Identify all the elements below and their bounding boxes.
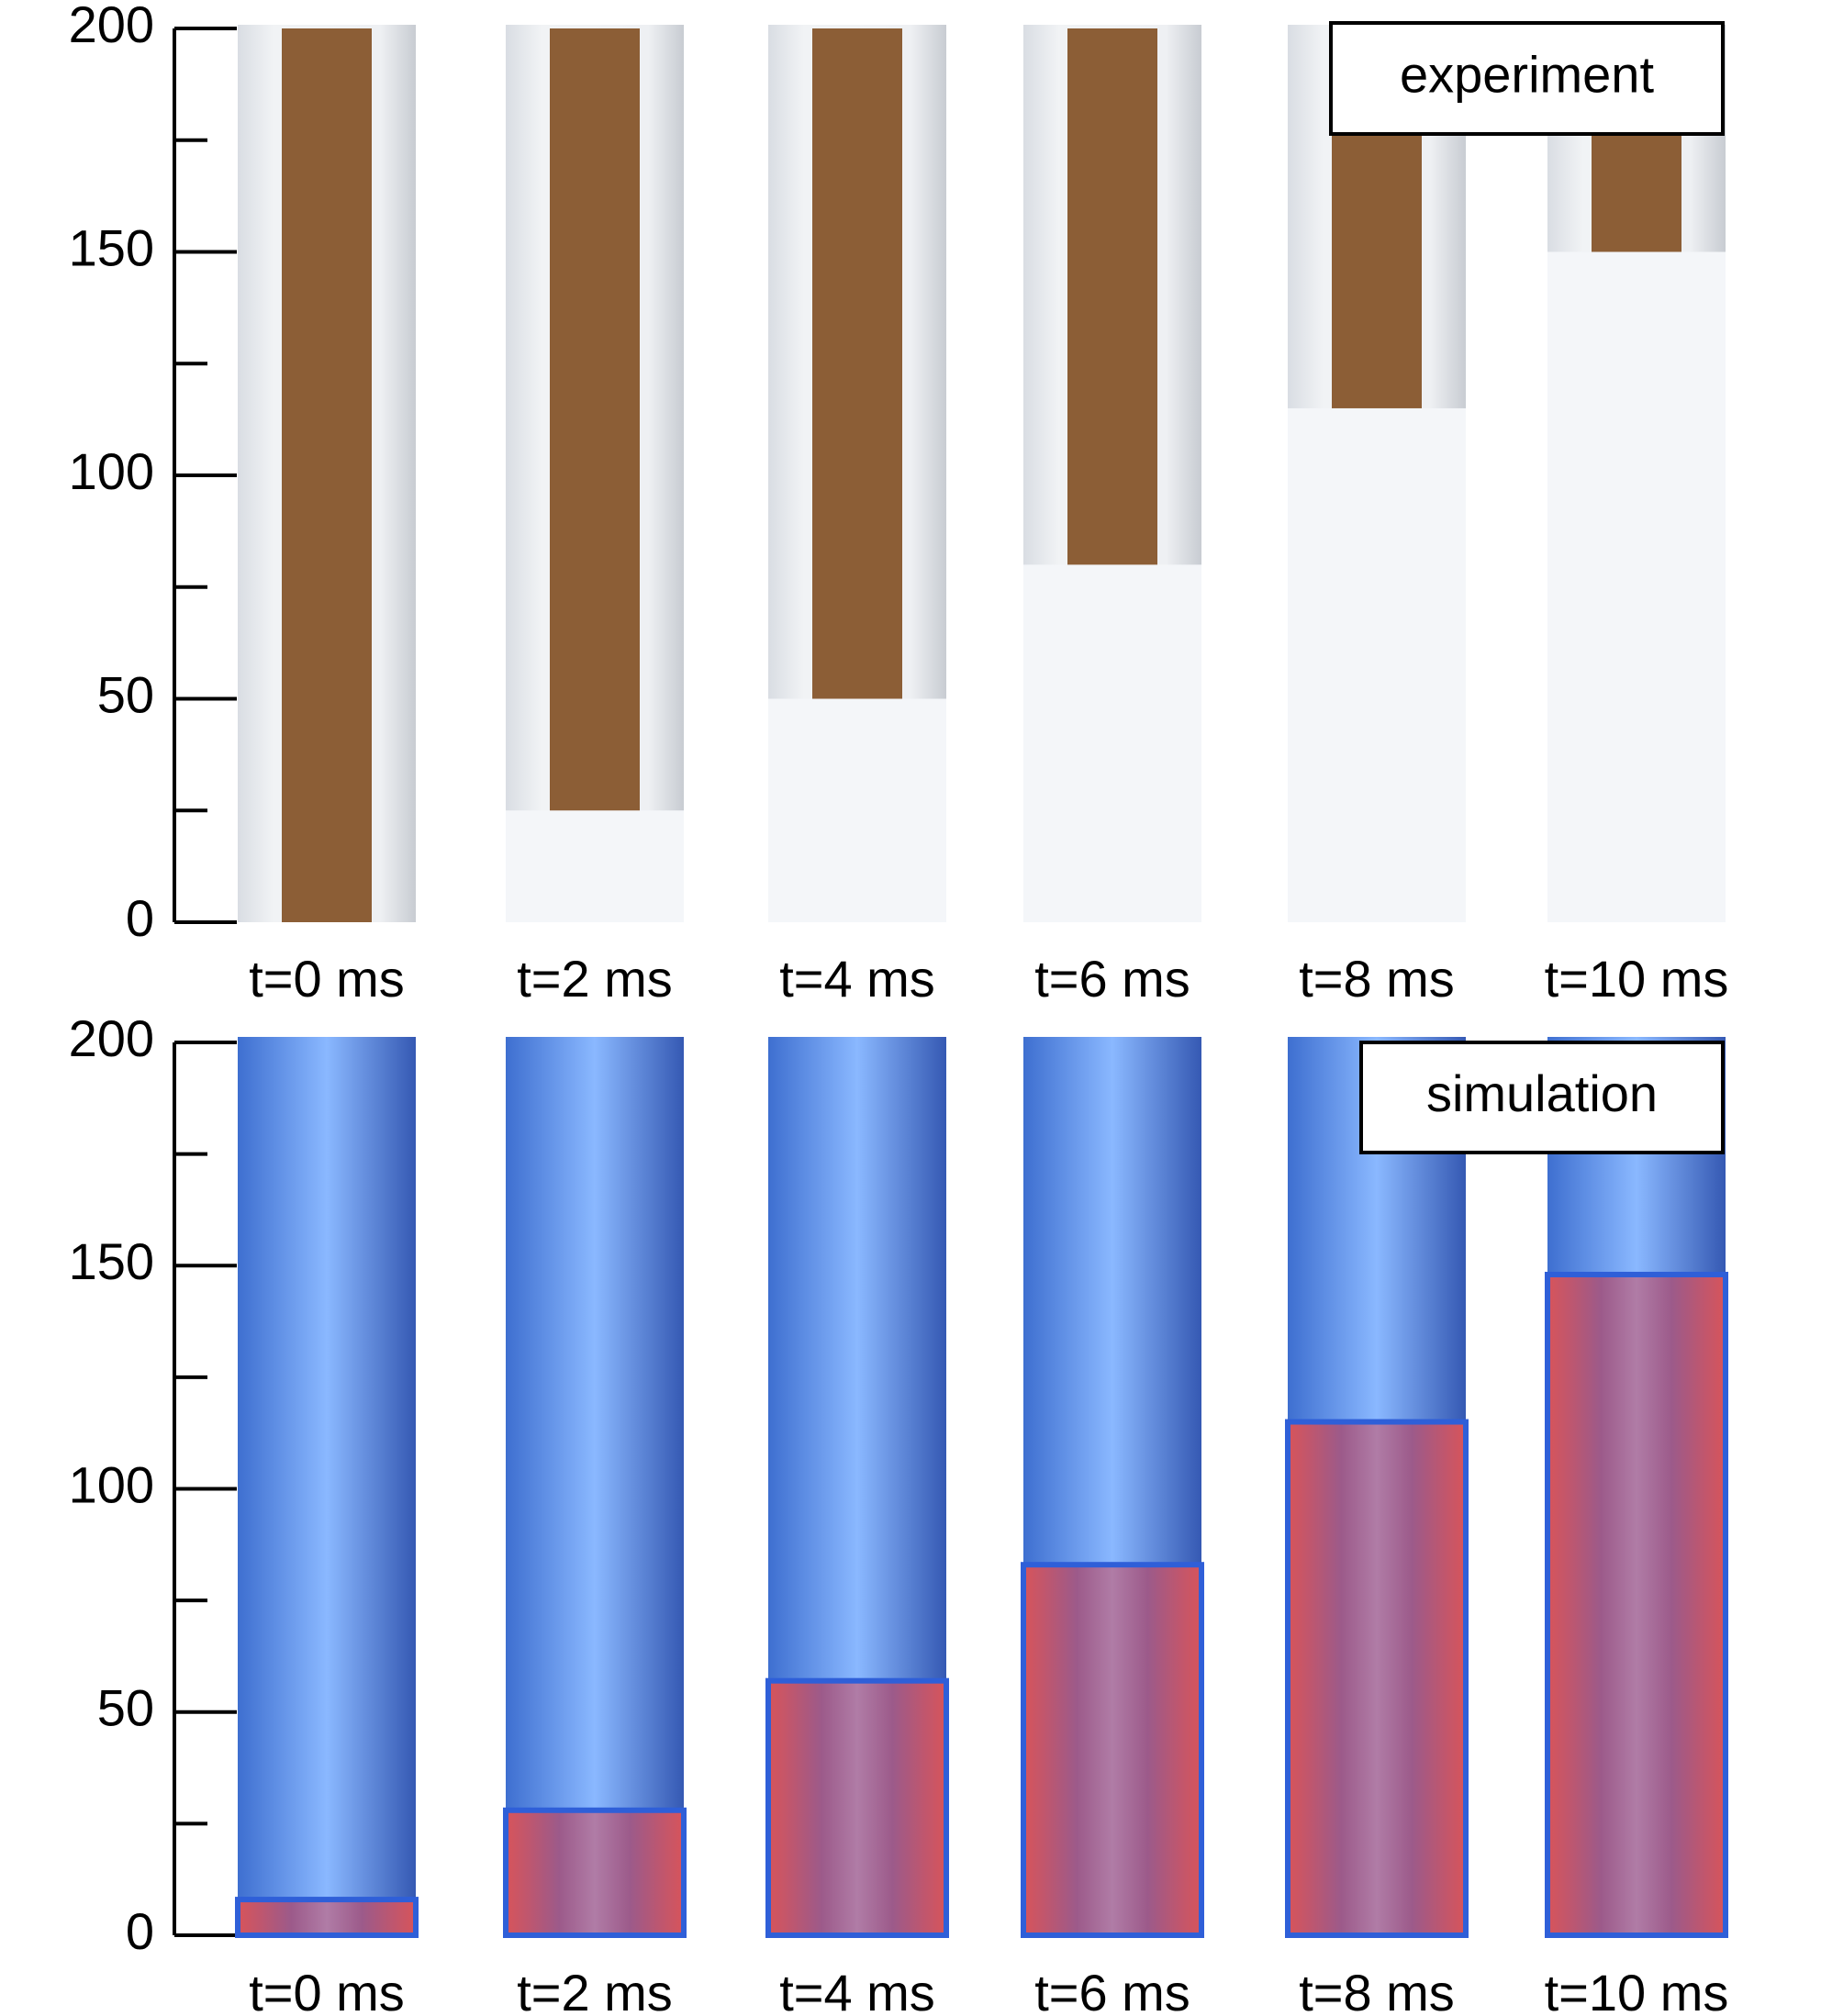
y-tick-label: 200: [69, 0, 154, 53]
mixing-zone: [503, 1807, 687, 1939]
y-tick-label: 0: [126, 889, 154, 947]
cloud-front: [506, 810, 684, 922]
x-label: t=6 ms: [1034, 950, 1190, 1008]
y-tick-label: 150: [69, 1232, 154, 1290]
tube-interior: [550, 28, 640, 922]
x-label: t=2 ms: [517, 950, 673, 1008]
x-label: t=8 ms: [1299, 1964, 1455, 2016]
mixing-zone: [1021, 1562, 1204, 1938]
mixing-zone: [235, 1897, 419, 1939]
annotation-box: [1359, 1041, 1725, 1154]
x-label: t=8 ms: [1299, 950, 1455, 1008]
annotation-box: [1329, 21, 1725, 136]
x-label: t=0 ms: [249, 1964, 405, 2016]
y-tick-label: 0: [126, 1902, 154, 1960]
x-label: t=4 ms: [779, 950, 935, 1008]
tube: [238, 1037, 416, 1935]
x-label: t=2 ms: [517, 1964, 673, 2016]
x-label: t=0 ms: [249, 950, 405, 1008]
x-label: t=6 ms: [1034, 1964, 1190, 2016]
mixing-zone: [1545, 1271, 1728, 1938]
y-tick-label: 100: [69, 442, 154, 500]
mixing-zone: [1285, 1419, 1469, 1938]
y-tick-label: 50: [97, 1679, 154, 1737]
tube: [506, 1037, 684, 1935]
x-label: t=10 ms: [1545, 1964, 1729, 2016]
y-tick-label: 200: [69, 1009, 154, 1067]
tube-interior: [282, 28, 372, 922]
annotation: experiment: [1400, 45, 1654, 103]
cloud-front: [1023, 564, 1201, 922]
cloud-front: [1288, 407, 1466, 922]
y-tick-label: 100: [69, 1455, 154, 1513]
y-tick-label: 50: [97, 665, 154, 723]
y-tick-label: 150: [69, 218, 154, 276]
annotation: simulation: [1426, 1064, 1658, 1122]
cloud-front: [768, 698, 946, 922]
x-label: t=4 ms: [779, 1964, 935, 2016]
mixing-zone: [765, 1677, 949, 1938]
x-label: t=10 ms: [1545, 950, 1729, 1008]
cloud-front: [1547, 251, 1726, 922]
